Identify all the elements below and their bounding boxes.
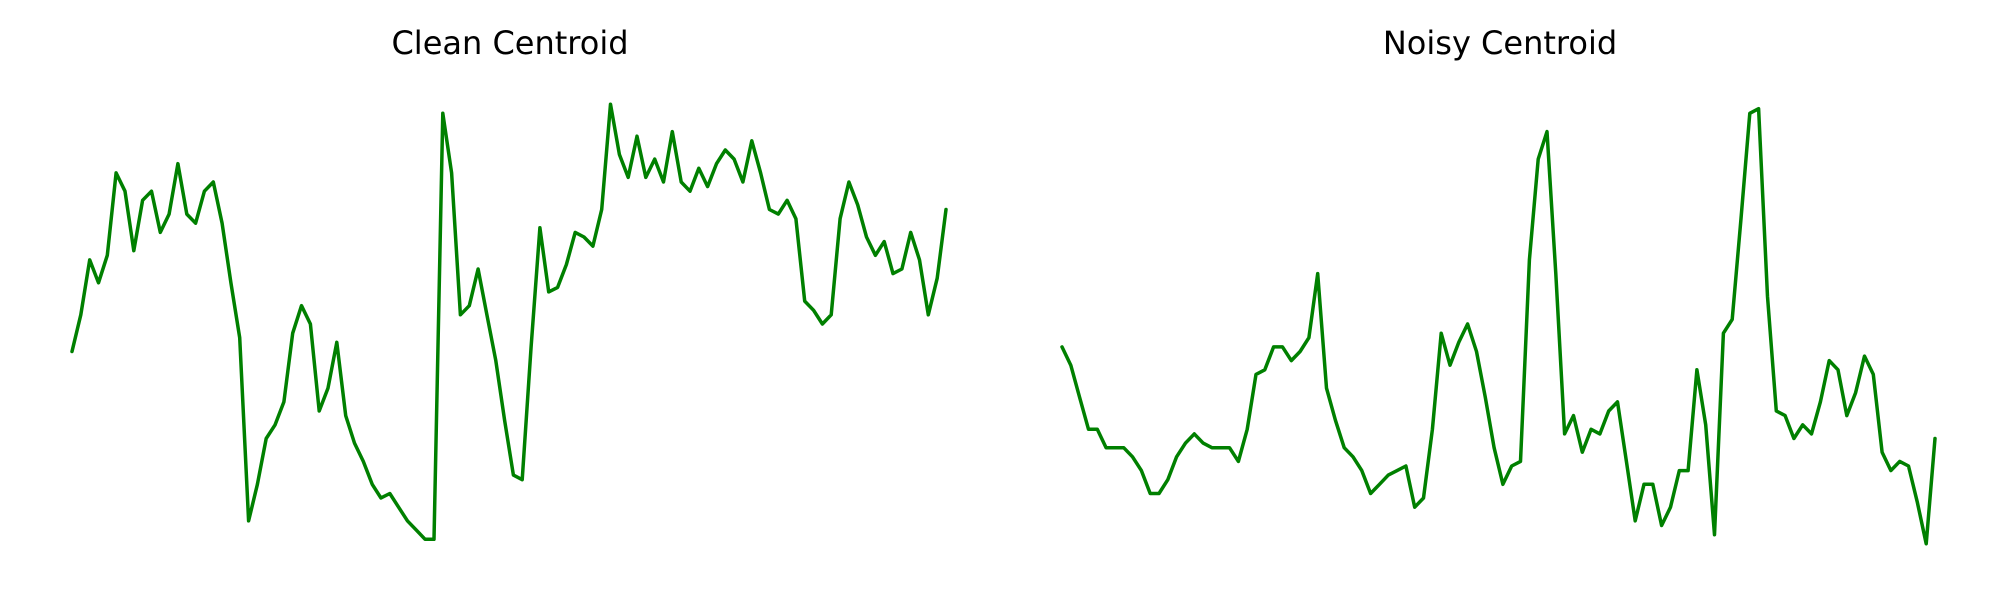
chart-panel-clean: Clean Centroid xyxy=(70,24,948,542)
chart-title: Clean Centroid xyxy=(391,24,629,62)
line-plot-noisy xyxy=(1060,106,1937,546)
series-line xyxy=(1060,106,1937,546)
series-line xyxy=(70,102,948,542)
chart-panel-noisy: Noisy Centroid xyxy=(1000,0,2000,600)
line-plot-clean xyxy=(70,102,948,542)
chart-title: Noisy Centroid xyxy=(1382,24,1618,62)
